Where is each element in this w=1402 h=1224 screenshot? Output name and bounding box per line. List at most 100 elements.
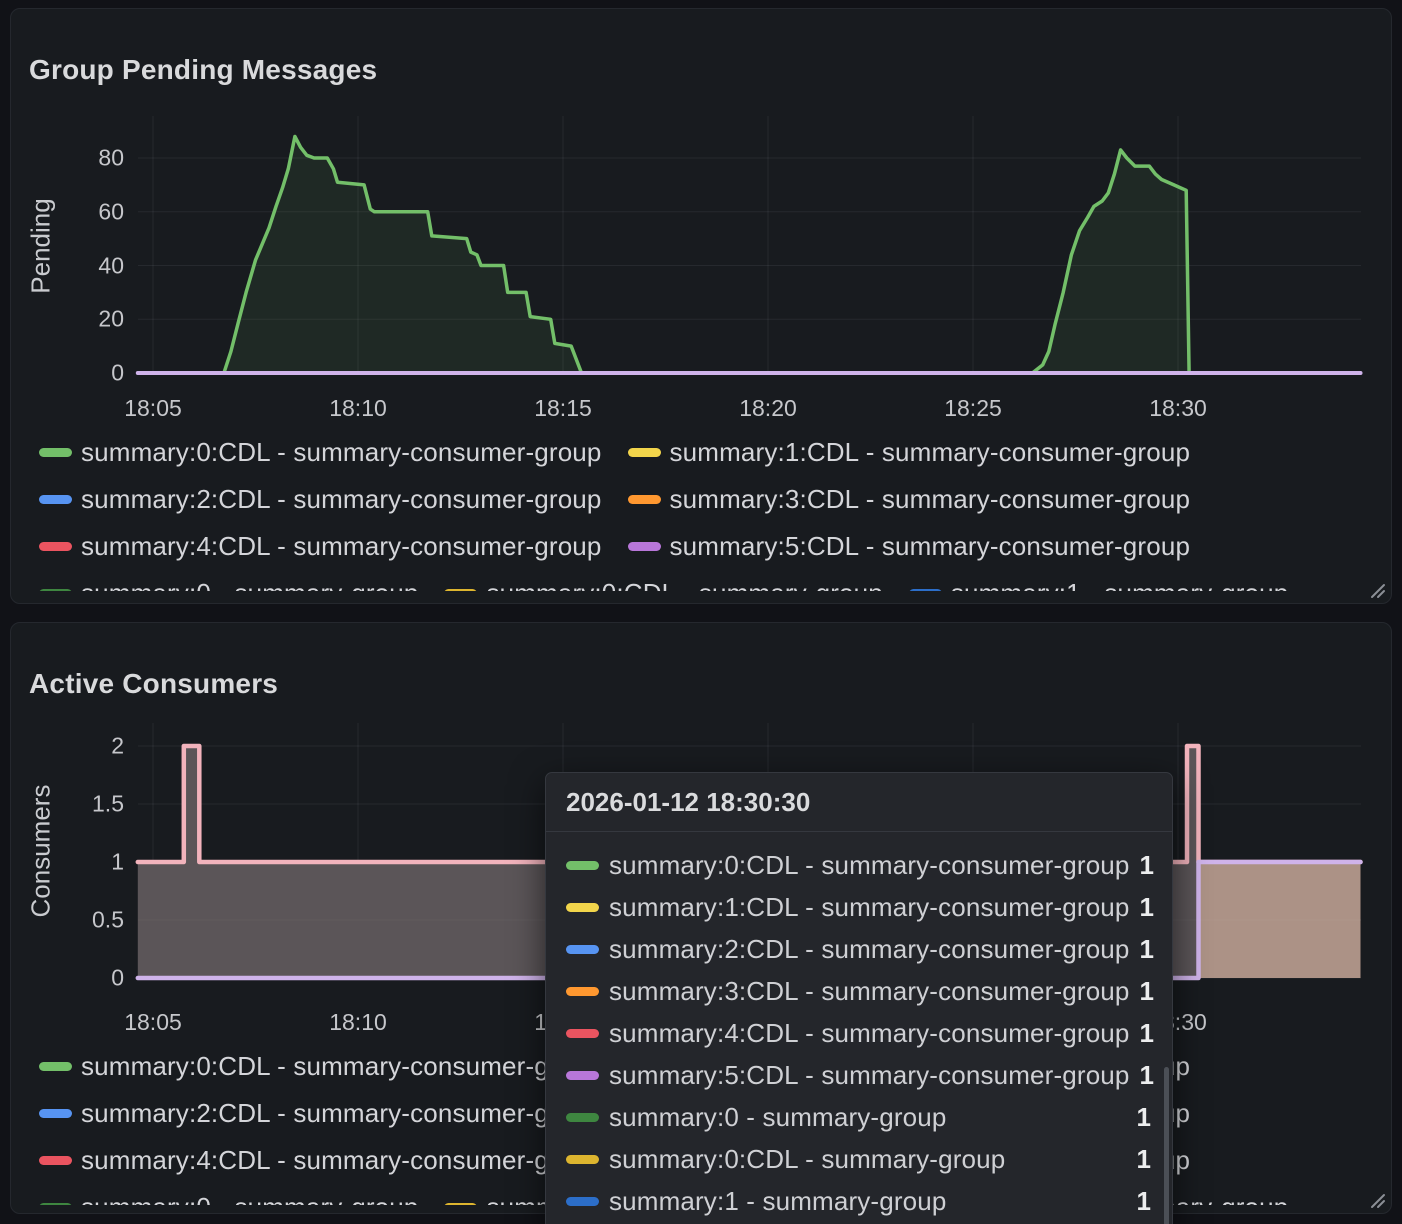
tooltip-scrollbar[interactable]	[1164, 1067, 1169, 1224]
legend-item[interactable]: summary:5:CDL - summary-consumer-group	[627, 530, 1191, 561]
legend-label: summary:0:CDL - summary-consumer-group	[81, 1053, 602, 1081]
tooltip-series-label: summary:5:CDL - summary-consumer-group	[609, 1059, 1130, 1090]
legend-label: summary:0:CDL - summary-group	[486, 578, 882, 592]
series-color-swatch-icon	[627, 541, 661, 551]
x-axis-tick-label: 18:10	[329, 1009, 387, 1035]
tooltip-row: summary:4:CDL - summary-consumer-group 1	[566, 1012, 1154, 1054]
y-axis-tick-label: 0	[111, 359, 124, 386]
legend-label: summary:2:CDL - summary-consumer-group	[81, 483, 602, 514]
series-color-swatch-icon	[39, 1108, 72, 1118]
legend-item[interactable]: summary:1:CDL - summary-consumer-group	[627, 439, 1191, 467]
tooltip-series-label: summary:1:CDL - summary-consumer-group	[609, 891, 1130, 922]
legend-item[interactable]: summary:0:CDL - summary-consumer-group	[39, 439, 602, 467]
series-color-swatch-icon	[444, 1202, 478, 1205]
panel-title[interactable]: Group Pending Messages	[29, 54, 378, 86]
x-axis-tick-label: 18:10	[329, 395, 387, 421]
y-axis-tick-label: 2	[111, 732, 124, 759]
series-area	[137, 136, 1361, 373]
pending-chart-canvas[interactable]	[11, 9, 1392, 604]
tooltip-series-label: summary:1 - summary-group	[609, 1185, 947, 1216]
series-color-swatch-icon	[39, 1061, 72, 1071]
legend: summary:0:CDL - summary-consumer-group su…	[39, 439, 1371, 591]
legend-item[interactable]: summary:0:CDL - summary-group	[444, 578, 883, 592]
x-axis-tick-label: 18:20	[739, 395, 797, 421]
tooltip-series-value: 1	[1139, 933, 1154, 964]
legend-label: summary:0 - summary-group	[81, 578, 418, 592]
tooltip-series-label: summary:2:CDL - summary-consumer-group	[609, 933, 1130, 964]
legend-item[interactable]: summary:1 - summary-group	[908, 578, 1288, 592]
legend-item[interactable]: summary:0 - summary-group	[39, 578, 418, 592]
tooltip-row: summary:5:CDL - summary-consumer-group 1	[566, 1054, 1154, 1096]
series-color-swatch-icon	[39, 447, 72, 457]
tooltip-row: summary:1 - summary-group 1	[566, 1180, 1151, 1222]
legend-label: summary:2:CDL - summary-consumer-group	[81, 1097, 602, 1128]
panel-resize-handle-icon[interactable]	[1368, 1191, 1386, 1209]
series-color-swatch-icon	[444, 588, 478, 591]
legend-item[interactable]: summary:0:CDL - summary-consumer-group	[39, 1053, 602, 1081]
x-axis-tick-label: 18:25	[944, 395, 1002, 421]
legend-label: summary:5:CDL - summary-consumer-group	[669, 530, 1191, 561]
tooltip-series-value: 1	[1139, 975, 1154, 1006]
tooltip-timestamp: 2026-01-12 18:30:30	[546, 773, 1172, 832]
y-axis-tick-label: 1	[111, 848, 124, 875]
series-color-swatch-icon	[566, 860, 599, 870]
legend-item[interactable]: summary:0 - summary-group	[39, 1192, 418, 1206]
x-axis-tick-label: 18:30	[1149, 395, 1207, 421]
legend-item[interactable]: summary:3:CDL - summary-consumer-group	[627, 483, 1191, 514]
series-color-swatch-icon	[39, 1155, 72, 1165]
series-color-swatch-icon	[627, 447, 661, 457]
tooltip-row: summary:0 - summary-group 1	[566, 1096, 1151, 1138]
legend-label: summary:4:CDL - summary-consumer-group	[81, 1144, 602, 1175]
series-color-swatch-icon	[566, 1112, 599, 1122]
tooltip-series-value: 1	[1139, 891, 1154, 922]
legend-item[interactable]: summary:2:CDL - summary-consumer-group	[39, 483, 602, 514]
legend-item[interactable]: summary:4:CDL - summary-consumer-group	[39, 530, 602, 561]
tooltip-series-value: 1	[1136, 1101, 1151, 1132]
tooltip-row: summary:2:CDL - summary-consumer-group 1	[566, 928, 1154, 970]
series-color-swatch-icon	[39, 1202, 72, 1205]
tooltip-row: summary:1:CDL - summary-consumer-group 1	[566, 886, 1154, 928]
tooltip-series-label: summary:0:CDL - summary-group	[609, 1143, 1006, 1174]
tooltip-series-value: 1	[1139, 849, 1154, 880]
y-axis-tick-label: 0.5	[92, 906, 124, 933]
legend-label: summary:0 - summary-group	[81, 1192, 418, 1206]
panel-group-pending-messages: Group Pending Messages Pending 0 20 40 60 80…	[10, 8, 1392, 604]
y-axis-tick-label: 60	[98, 198, 124, 225]
y-axis-tick-label: 1.5	[92, 790, 124, 817]
x-axis-tick-label: 18:05	[124, 1009, 182, 1035]
series-color-swatch-icon	[566, 902, 599, 912]
series-color-swatch-icon	[566, 1070, 599, 1080]
x-axis-tick-label: 18:15	[534, 395, 592, 421]
tooltip-series-value: 1	[1136, 1185, 1151, 1216]
series-color-swatch-icon	[908, 588, 942, 591]
series-color-swatch-icon	[566, 944, 599, 954]
panel-title[interactable]: Active Consumers	[29, 668, 279, 700]
series-color-swatch-icon	[566, 986, 599, 996]
legend-label: summary:3:CDL - summary-consumer-group	[669, 483, 1191, 514]
tooltip-row: summary:0:CDL - summary-consumer-group 1	[566, 844, 1154, 886]
series-area	[137, 862, 1361, 978]
tooltip-series-label: summary:0 - summary-group	[609, 1101, 947, 1132]
x-axis-tick-label: 18:05	[124, 395, 182, 421]
tooltip-row: summary:0:CDL - summary-group 1	[566, 1138, 1151, 1180]
tooltip-series-value: 1	[1136, 1143, 1151, 1174]
legend-label: summary:0:CDL - summary-consumer-group	[81, 439, 602, 467]
y-axis-tick-label: 40	[98, 252, 124, 278]
series-color-swatch-icon	[566, 1196, 599, 1206]
panel-resize-handle-icon[interactable]	[1368, 581, 1386, 599]
legend-item[interactable]: summary:4:CDL - summary-consumer-group	[39, 1144, 602, 1175]
tooltip-series-list: summary:0:CDL - summary-consumer-group 1 s…	[546, 832, 1172, 1222]
legend-item[interactable]: summary:2:CDL - summary-consumer-group	[39, 1097, 602, 1128]
legend-label: summary:4:CDL - summary-consumer-group	[81, 530, 602, 561]
legend-label: summary:1 - summary-group	[951, 578, 1288, 592]
series-color-swatch-icon	[566, 1028, 599, 1038]
tooltip-series-label: summary:3:CDL - summary-consumer-group	[609, 975, 1130, 1006]
y-axis-tick-label: 80	[98, 144, 124, 171]
series-color-swatch-icon	[39, 494, 72, 504]
hover-tooltip: 2026-01-12 18:30:30 summary:0:CDL - summ…	[545, 772, 1173, 1224]
y-axis-tick-label: 20	[98, 305, 124, 332]
tooltip-series-label: summary:0:CDL - summary-consumer-group	[609, 849, 1130, 880]
series-color-swatch-icon	[566, 1154, 599, 1164]
series-color-swatch-icon	[39, 541, 72, 551]
